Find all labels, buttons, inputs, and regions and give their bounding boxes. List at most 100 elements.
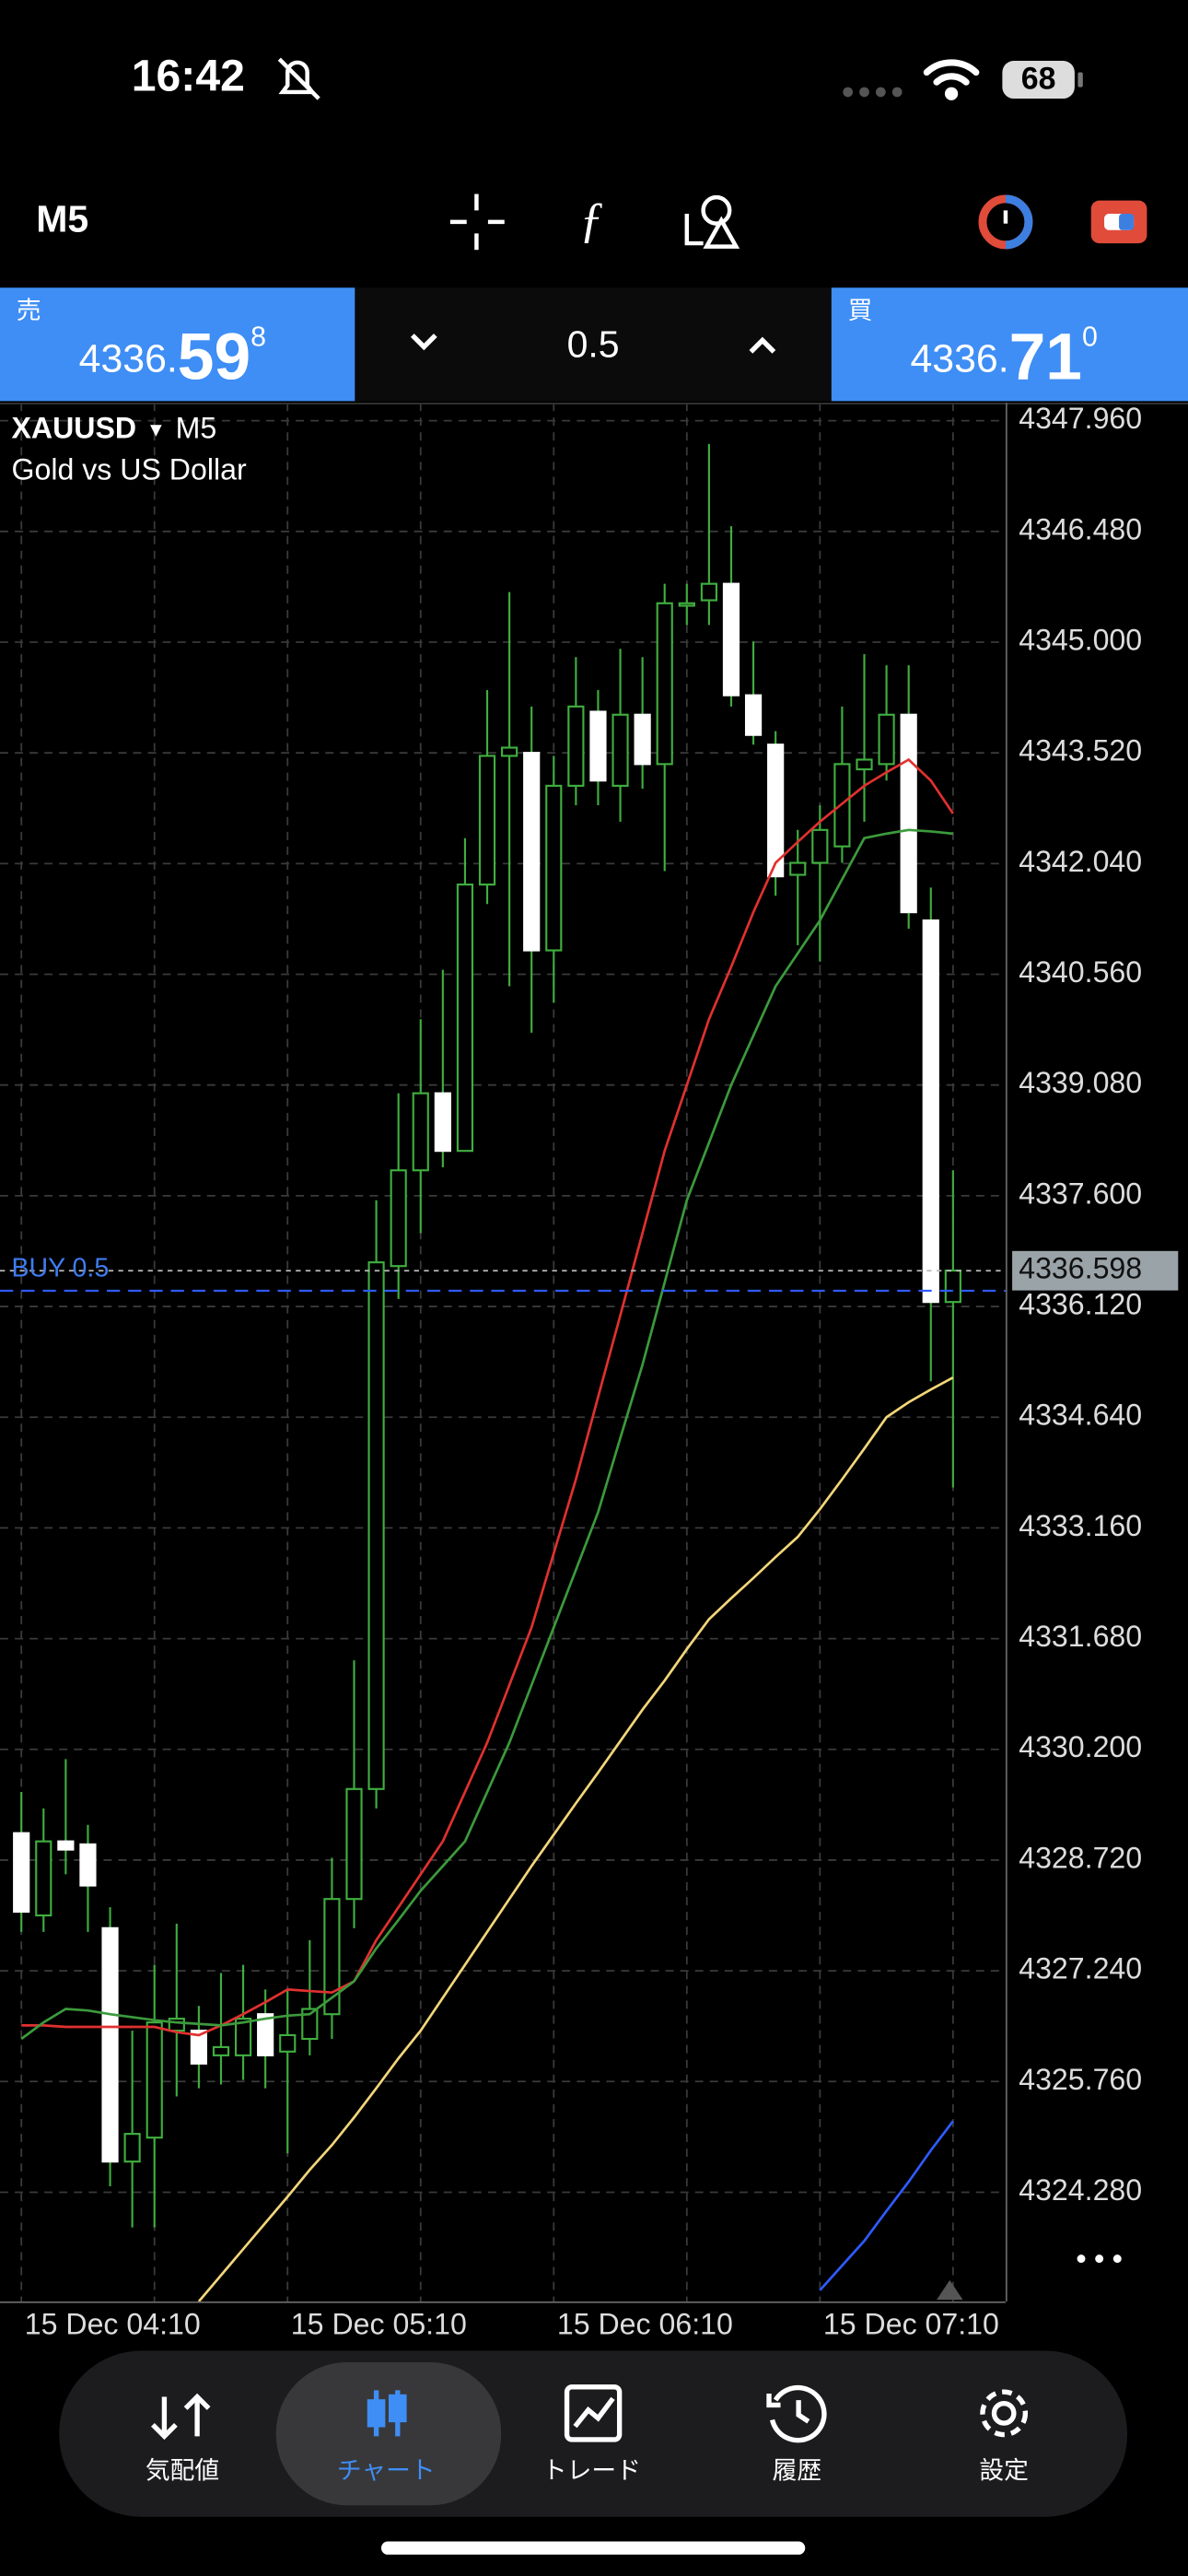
home-indicator bbox=[380, 2541, 806, 2555]
candle-body bbox=[212, 2045, 230, 2056]
volume-down[interactable] bbox=[410, 334, 437, 351]
tab-label[interactable]: 気配値 bbox=[146, 2457, 219, 2485]
quotes-icon bbox=[151, 2393, 211, 2441]
tab-label[interactable]: チャート bbox=[337, 2457, 436, 2485]
history-icon bbox=[766, 2384, 827, 2443]
buy-button[interactable] bbox=[831, 287, 1188, 402]
candle-body bbox=[501, 746, 518, 757]
candle-body bbox=[789, 861, 807, 876]
sell-price: 4336.598 bbox=[79, 320, 266, 393]
objects-button[interactable] bbox=[684, 194, 740, 249]
x-tick-label: 15 Dec 05:10 bbox=[291, 2307, 467, 2340]
candle-body bbox=[744, 694, 763, 736]
sell-button[interactable] bbox=[0, 287, 355, 402]
wifi-icon bbox=[923, 59, 980, 100]
tab-bar bbox=[59, 2350, 1127, 2517]
candle-body bbox=[101, 1926, 119, 2163]
symbol-header: XAUUSD ▼ M5 bbox=[11, 412, 216, 445]
x-tick-label: 15 Dec 04:10 bbox=[25, 2307, 201, 2340]
sell-label: 売 bbox=[17, 297, 41, 324]
tab-selected bbox=[275, 2362, 502, 2506]
timeframe-button[interactable]: M5 bbox=[36, 198, 88, 240]
candle-body bbox=[922, 919, 939, 1304]
battery bbox=[1002, 61, 1075, 100]
candle-body bbox=[301, 2008, 319, 2041]
candle-body bbox=[656, 602, 673, 766]
y-tick-label: 4324.280 bbox=[1019, 2173, 1142, 2207]
candle-body bbox=[811, 828, 829, 864]
candle-body bbox=[634, 713, 651, 766]
candle-body bbox=[722, 582, 740, 697]
indicator-line bbox=[819, 2120, 954, 2291]
candle-body bbox=[13, 1832, 30, 1914]
y-tick-label: 4333.160 bbox=[1019, 1509, 1142, 1542]
y-tick-label: 4346.480 bbox=[1019, 512, 1142, 545]
candle-body bbox=[390, 1169, 407, 1268]
candle-body bbox=[412, 1092, 429, 1172]
more-button[interactable] bbox=[1077, 2254, 1122, 2264]
candle-body bbox=[345, 1787, 363, 1901]
buy-price: 4336.710 bbox=[910, 320, 1097, 393]
plot-area bbox=[0, 404, 1006, 2302]
candle-body bbox=[611, 713, 629, 787]
candle-body bbox=[323, 1898, 341, 2016]
y-tick-label: 4327.240 bbox=[1019, 1952, 1142, 1985]
candle-body bbox=[257, 2013, 274, 2056]
battery-level: 68 bbox=[1021, 61, 1056, 96]
volume-value[interactable]: 0.5 bbox=[567, 322, 620, 365]
candle-body bbox=[35, 1840, 52, 1917]
y-tick-label: 4328.720 bbox=[1019, 1841, 1142, 1874]
trade-button[interactable] bbox=[1090, 200, 1147, 244]
volume-panel bbox=[355, 287, 832, 402]
candle-body bbox=[123, 2133, 141, 2163]
indicator-line bbox=[197, 1376, 954, 2302]
bell-off-icon bbox=[277, 57, 320, 100]
price-label-bg bbox=[1012, 1250, 1179, 1291]
tab-labels: 気配値 チャート トレード 履歴 設定 bbox=[146, 2457, 1029, 2485]
y-tick-label: 4337.600 bbox=[1019, 1177, 1142, 1210]
y-tick-label: 4339.080 bbox=[1019, 1066, 1142, 1099]
y-tick-label: 4330.200 bbox=[1019, 1730, 1142, 1763]
candle-body bbox=[279, 2033, 297, 2053]
candle-body bbox=[146, 2021, 163, 2139]
y-tick-label: 4342.040 bbox=[1019, 845, 1142, 878]
candle-body bbox=[944, 1270, 961, 1304]
buy-label: 買 bbox=[848, 297, 873, 324]
settings-icon bbox=[980, 2389, 1029, 2438]
candle-body bbox=[456, 884, 474, 1153]
tab-label[interactable]: 設定 bbox=[979, 2457, 1029, 2485]
candle-body bbox=[434, 1092, 451, 1153]
price-label: 4336.598 bbox=[1019, 1252, 1142, 1285]
indicators-button[interactable]: ƒ bbox=[579, 193, 604, 248]
candle-body bbox=[190, 2030, 207, 2065]
y-tick-label: 4347.960 bbox=[1019, 402, 1142, 435]
y-tick-label: 4325.760 bbox=[1019, 2063, 1142, 2096]
candle-body bbox=[900, 713, 917, 914]
overlay: 4347.960 4346.480 4345.000 4343.520 4342.040… bbox=[11, 402, 1179, 2340]
clock-button[interactable] bbox=[978, 194, 1033, 250]
symbol-description: Gold vs US Dollar bbox=[11, 453, 246, 486]
candle-body bbox=[168, 2018, 185, 2032]
candle-body bbox=[678, 602, 695, 607]
candle-body bbox=[545, 784, 563, 952]
shift-marker bbox=[937, 2279, 963, 2301]
candle-body bbox=[856, 758, 873, 771]
candle-body bbox=[589, 710, 607, 782]
y-tick-label: 4343.520 bbox=[1019, 734, 1142, 767]
indicator-line bbox=[20, 828, 953, 2041]
candle-body bbox=[478, 755, 496, 886]
candle-body bbox=[523, 752, 541, 952]
trade-icon bbox=[564, 2384, 623, 2442]
crosshair-button[interactable] bbox=[449, 193, 505, 251]
x-tick-label: 15 Dec 07:10 bbox=[823, 2307, 999, 2340]
tab-label[interactable]: 履歴 bbox=[773, 2457, 822, 2485]
volume-up[interactable] bbox=[749, 336, 776, 354]
y-tick-label: 4331.680 bbox=[1019, 1620, 1142, 1653]
tab-label[interactable]: トレード bbox=[542, 2457, 641, 2485]
y-tick-label: 4340.560 bbox=[1019, 955, 1142, 989]
candle-body bbox=[234, 2018, 252, 2056]
status-time: 16:42 bbox=[132, 51, 245, 100]
signal-icon bbox=[843, 87, 903, 98]
